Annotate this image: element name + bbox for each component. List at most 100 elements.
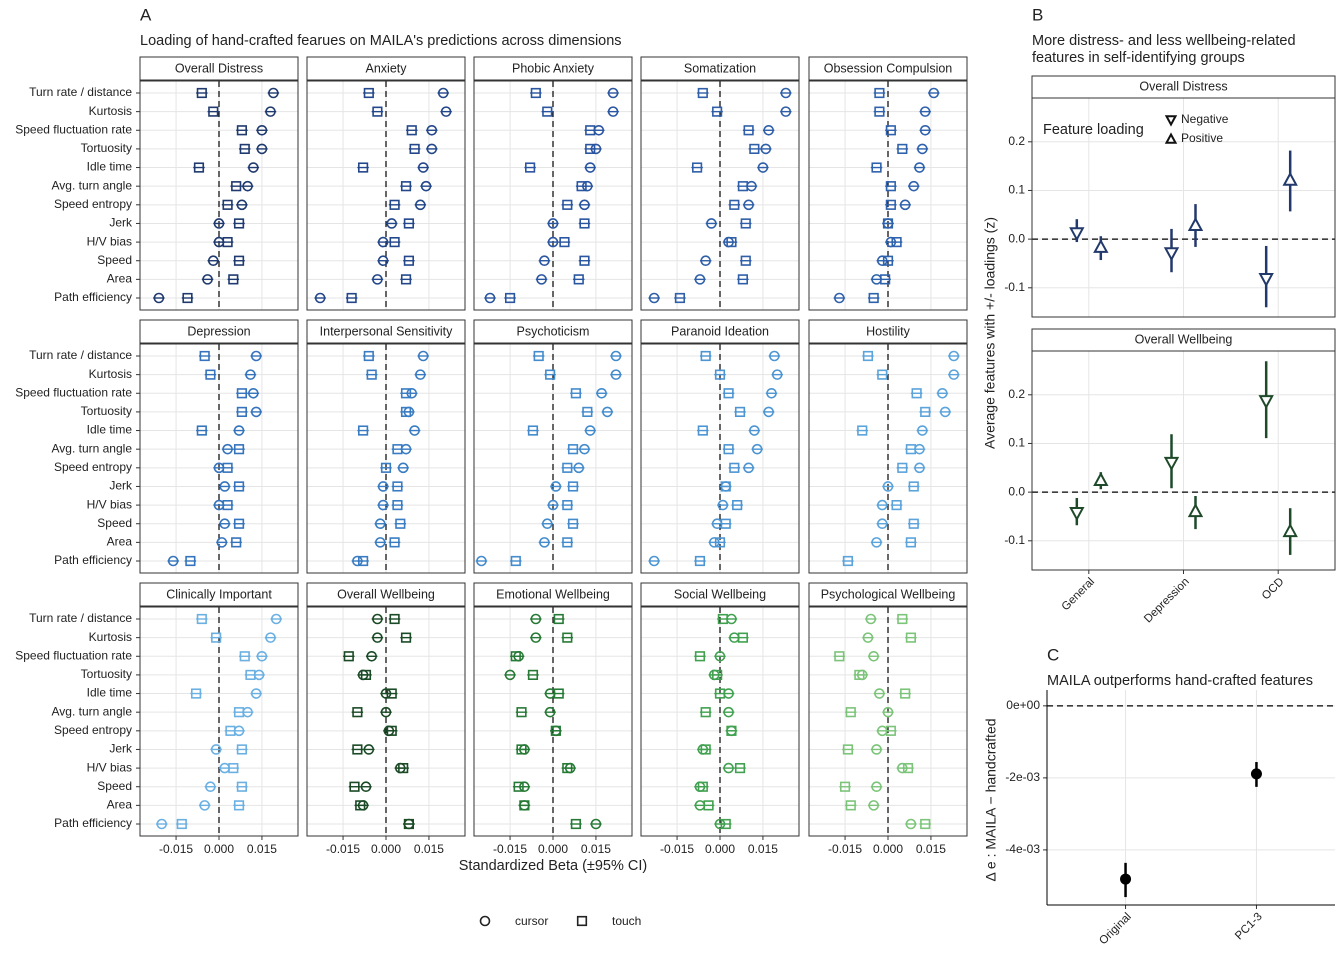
point	[579, 443, 590, 455]
point	[880, 274, 891, 285]
point	[377, 499, 389, 511]
x-tick-label: 0.015	[916, 842, 946, 856]
legend-label: Negative	[1181, 112, 1229, 126]
panel-border	[473, 80, 633, 311]
point	[882, 481, 894, 492]
point	[420, 180, 432, 192]
point	[917, 143, 928, 155]
point	[1093, 238, 1109, 253]
y-tick-label: H/V bias	[87, 760, 132, 774]
point	[885, 125, 896, 136]
y-tick-label: Idle time	[87, 686, 133, 700]
point	[845, 800, 856, 811]
x-tick-label: 0.000	[538, 842, 568, 856]
point	[403, 818, 414, 830]
point	[737, 181, 748, 192]
point	[897, 462, 908, 473]
y-tick-label: Kurtosis	[89, 104, 132, 118]
point	[874, 688, 885, 699]
point	[573, 462, 585, 474]
legend-title: Feature loading	[1043, 122, 1144, 138]
panel-border	[808, 343, 968, 574]
point	[216, 537, 228, 548]
point	[392, 499, 403, 511]
panel-letter: B	[1032, 5, 1043, 24]
point	[222, 499, 233, 511]
point	[862, 632, 874, 643]
point	[346, 292, 357, 304]
y-tick-label: 0.2	[1008, 134, 1025, 148]
point	[314, 292, 326, 304]
point	[504, 292, 516, 304]
point	[862, 350, 874, 362]
point	[871, 744, 882, 755]
point	[723, 762, 734, 774]
strip-label: Overall Distress	[1139, 79, 1227, 93]
x-tick-label: -0.015	[159, 842, 193, 856]
point	[596, 387, 607, 399]
x-tick-label: 0.015	[748, 842, 778, 856]
point	[694, 555, 706, 567]
point	[239, 143, 250, 155]
point	[372, 613, 383, 625]
point	[920, 818, 931, 830]
strip-label: Emotional Wellbeing	[496, 587, 610, 601]
point	[882, 218, 894, 229]
point	[743, 199, 754, 211]
x-tick-label: 0.000	[371, 842, 401, 856]
point	[871, 162, 882, 173]
point	[590, 818, 602, 830]
point	[380, 462, 392, 473]
point	[182, 292, 193, 304]
point	[156, 818, 168, 830]
point	[349, 781, 360, 792]
strip	[139, 582, 299, 607]
point	[584, 425, 596, 436]
point	[191, 688, 202, 699]
point	[1163, 456, 1180, 472]
point	[917, 425, 928, 436]
point	[1069, 507, 1085, 522]
y-tick-label: Speed fluctuation rate	[15, 122, 132, 136]
point	[352, 744, 363, 755]
y-tick-label: 0.1	[1008, 183, 1025, 197]
strip-label: Overall Distress	[175, 61, 263, 75]
point	[547, 236, 559, 248]
y-tick-label: Turn rate / distance	[29, 348, 132, 362]
panel-border	[640, 80, 800, 311]
point	[228, 274, 239, 285]
x-tick-label: -0.015	[660, 842, 694, 856]
point	[737, 632, 748, 643]
y-tick-label: Jerk	[109, 742, 133, 756]
point	[769, 350, 780, 362]
point	[717, 613, 728, 625]
point	[389, 537, 400, 548]
point	[530, 632, 542, 643]
point	[865, 613, 877, 625]
point	[406, 125, 417, 136]
point	[723, 706, 734, 718]
point	[233, 518, 245, 529]
point	[720, 481, 731, 492]
y-tick-label: 0.2	[1008, 387, 1025, 401]
point	[547, 218, 559, 229]
point	[374, 537, 386, 548]
point	[222, 236, 233, 248]
y-tick-label: Area	[107, 272, 133, 286]
y-axis-title: Δ e : MAILA − handcrafted	[983, 718, 999, 881]
point	[905, 632, 916, 643]
point	[377, 481, 389, 492]
y-tick-label: Tortuosity	[81, 667, 132, 681]
panel-border	[139, 343, 299, 574]
point	[527, 425, 539, 436]
point	[389, 613, 400, 625]
point	[729, 462, 740, 473]
strip	[139, 319, 299, 344]
y-tick-label: Speed fluctuation rate	[15, 385, 132, 399]
point	[504, 669, 516, 681]
point	[876, 499, 888, 511]
strip-label: Obsession Compulsion	[824, 61, 953, 75]
point	[697, 87, 708, 99]
